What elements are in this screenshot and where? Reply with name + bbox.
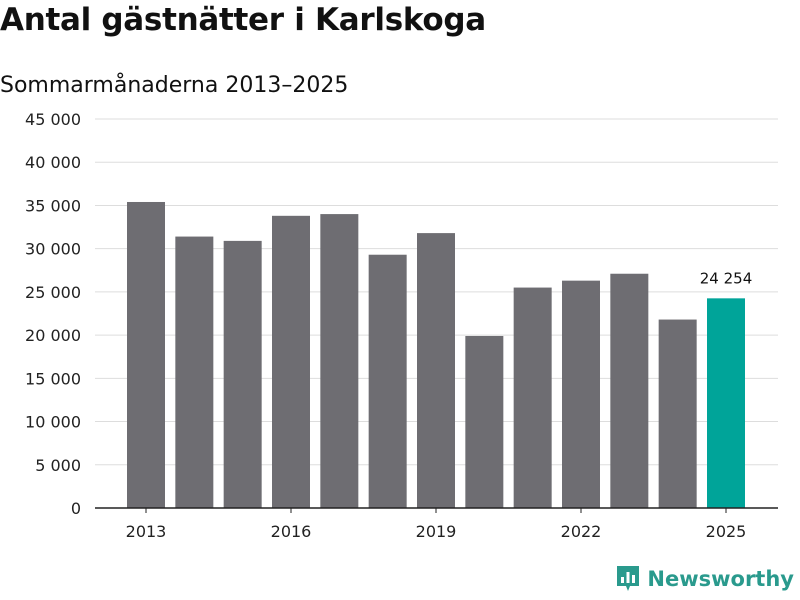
y-tick-label: 45 000 (25, 110, 81, 129)
chart-title: Antal gästnätter i Karlskoga (0, 2, 486, 38)
bar-2025 (707, 298, 745, 508)
y-tick-label: 15 000 (25, 369, 81, 388)
y-tick-label: 0 (71, 499, 81, 518)
bar-2016 (272, 215, 310, 508)
x-tick-label: 2013 (126, 522, 167, 541)
bar-2021 (513, 287, 552, 508)
y-tick-label: 25 000 (25, 283, 81, 302)
bar-2017 (320, 214, 359, 509)
bar-2024 (658, 319, 697, 508)
x-tick-label: 2025 (706, 522, 747, 541)
y-tick-label: 20 000 (25, 326, 81, 345)
chart-subtitle: Sommarmånaderna 2013–2025 (0, 73, 349, 98)
x-tick-label: 2019 (416, 522, 457, 541)
bar-chart-icon (617, 566, 640, 591)
x-tick-label: 2016 (271, 522, 312, 541)
bar-2022 (562, 280, 600, 508)
y-tick-label: 35 000 (25, 196, 81, 215)
bar-2023 (610, 273, 649, 508)
bar-2018 (368, 254, 407, 508)
y-tick-label: 40 000 (25, 153, 81, 172)
data-label: 24 254 (700, 269, 753, 287)
bar-2014 (175, 236, 214, 508)
newsworthy-logo: Newsworthy (615, 564, 794, 594)
y-tick-label: 30 000 (25, 240, 81, 259)
y-tick-label: 5 000 (35, 456, 81, 475)
bar-2020 (465, 335, 504, 508)
logo-text: Newsworthy (647, 567, 794, 591)
y-tick-label: 10 000 (25, 413, 81, 432)
x-tick-label: 2022 (561, 522, 602, 541)
bar-2019 (417, 233, 455, 508)
bar-2015 (223, 240, 262, 509)
bar-2013 (127, 201, 165, 508)
